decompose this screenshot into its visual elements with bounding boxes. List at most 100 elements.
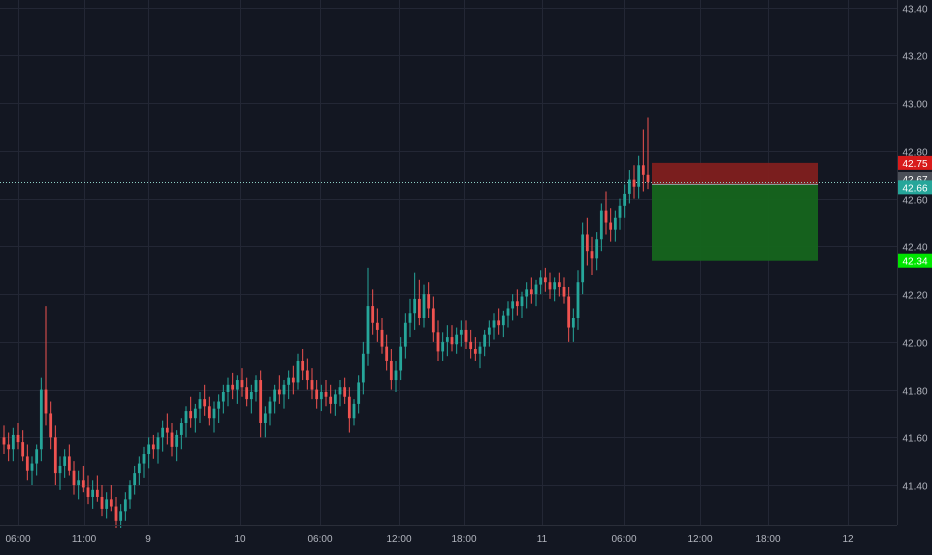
candle — [557, 272, 561, 297]
candle — [44, 306, 48, 426]
candle — [478, 341, 482, 369]
candle — [469, 329, 473, 359]
stop-loss-zone[interactable] — [652, 162, 818, 185]
candle-body — [422, 294, 426, 318]
candle — [417, 279, 421, 326]
candle — [399, 337, 403, 381]
time-axis[interactable]: 06:00 11:00 9 10 06:00 12:00 18:00 11 06:00 12:00… — [5, 534, 854, 545]
candle — [637, 155, 641, 199]
candle — [394, 360, 398, 392]
candle-body — [380, 329, 384, 347]
candle-body — [343, 387, 347, 397]
x-tick-label: 06:00 — [5, 534, 30, 545]
candle — [590, 236, 594, 276]
candle — [231, 372, 235, 400]
price-label-42-75: 42.75 — [898, 155, 932, 170]
candle-body — [469, 341, 473, 350]
candle — [501, 310, 505, 338]
candle — [324, 380, 328, 407]
candle-body — [123, 499, 127, 512]
candle-body — [189, 411, 193, 419]
candle-body — [604, 210, 608, 223]
candle — [81, 465, 85, 493]
price-label-42-34: 42.34 — [898, 253, 932, 268]
candle — [95, 475, 99, 502]
candle-body — [394, 370, 398, 381]
candle-body — [277, 389, 281, 395]
candle-body — [2, 437, 6, 445]
candle-body — [478, 346, 482, 354]
candle-body — [361, 353, 365, 383]
candle — [338, 380, 342, 407]
candle — [319, 384, 323, 412]
candle — [119, 504, 123, 528]
candle-body — [212, 408, 216, 419]
price-label-text: 42.34 — [902, 257, 927, 268]
candle-body — [7, 444, 11, 450]
position-zones[interactable] — [652, 162, 818, 261]
candle-body — [543, 277, 547, 283]
candle-body — [455, 334, 459, 345]
price-label-bg — [898, 253, 932, 268]
y-tick-label: 41.80 — [902, 387, 927, 398]
candle-body — [263, 413, 267, 423]
candle-body — [441, 341, 445, 352]
y-tick-label: 42.60 — [902, 196, 927, 207]
take-profit-zone[interactable] — [652, 184, 818, 261]
candle — [305, 358, 309, 390]
candle-body — [413, 298, 417, 314]
candle — [431, 296, 435, 342]
candle-body — [450, 337, 454, 345]
candle-body — [487, 327, 491, 335]
candle — [553, 277, 557, 302]
x-tick-label: 11 — [537, 534, 548, 545]
candle-body — [193, 408, 197, 419]
y-tick-label: 41.40 — [902, 482, 927, 493]
candle — [198, 391, 202, 423]
candle-body — [170, 432, 174, 447]
candle — [123, 492, 127, 521]
candle-body — [319, 391, 323, 400]
candles-layer — [2, 117, 650, 528]
candle-body — [147, 444, 151, 455]
candle-body — [175, 434, 179, 447]
candle-body — [11, 434, 15, 450]
candle-body — [63, 456, 67, 466]
candle-body — [553, 282, 557, 290]
candle — [585, 217, 589, 266]
candle-body — [585, 234, 589, 252]
candle — [310, 368, 314, 400]
candle — [147, 437, 151, 469]
candle — [58, 456, 62, 490]
candle — [189, 396, 193, 428]
candle — [291, 365, 295, 395]
candle — [105, 492, 109, 519]
y-tick-label: 43.00 — [902, 100, 927, 111]
candle-body — [399, 346, 403, 371]
candle — [375, 308, 379, 342]
candle-body — [511, 301, 515, 309]
candle-body — [431, 308, 435, 333]
candle — [548, 272, 552, 299]
price-label-bg — [898, 180, 932, 195]
candle-body — [571, 318, 575, 328]
candle-body — [35, 449, 39, 464]
candle — [562, 277, 566, 304]
candle-body — [581, 234, 585, 283]
candle — [203, 384, 207, 416]
candle-body — [473, 349, 477, 354]
x-tick-label: 10 — [234, 534, 246, 545]
candle-body — [497, 320, 501, 326]
candle — [268, 396, 272, 426]
candle — [525, 282, 529, 309]
candle — [599, 203, 603, 252]
candle — [492, 313, 496, 340]
candle-body — [95, 489, 99, 497]
y-tick-label: 43.20 — [902, 52, 927, 63]
candle-body — [305, 370, 309, 381]
price-axis[interactable]: 41.40 41.60 41.80 42.00 42.20 42.40 42.60 42.80… — [902, 5, 927, 493]
candle — [427, 282, 431, 318]
